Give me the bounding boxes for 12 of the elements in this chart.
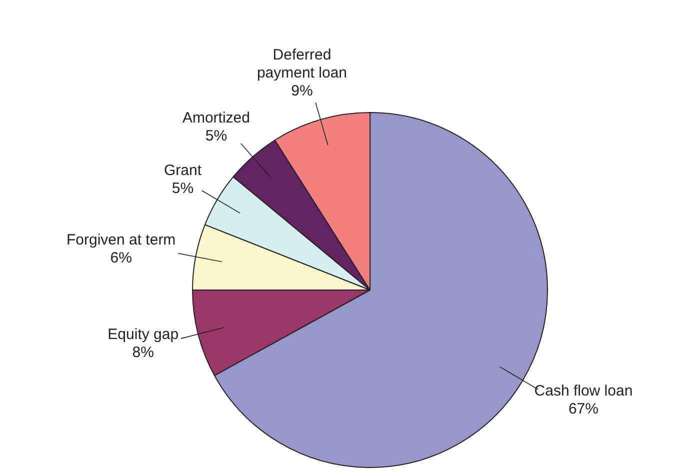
- data-label: 9%: [291, 82, 313, 100]
- slice-label: Forgiven at term: [66, 232, 176, 249]
- slice-label: Amortized: [182, 110, 250, 127]
- data-label: 8%: [132, 344, 154, 362]
- slice-label: Equity gap: [108, 326, 179, 344]
- data-label: 5%: [205, 128, 228, 145]
- slice-label: Deferred payment loan: [256, 46, 348, 82]
- data-label: 5%: [172, 180, 194, 197]
- data-label: 67%: [568, 400, 598, 418]
- slice-label: Cash flow loan: [534, 382, 633, 400]
- slice-label: Grant: [164, 162, 202, 179]
- data-label: 6%: [110, 250, 132, 267]
